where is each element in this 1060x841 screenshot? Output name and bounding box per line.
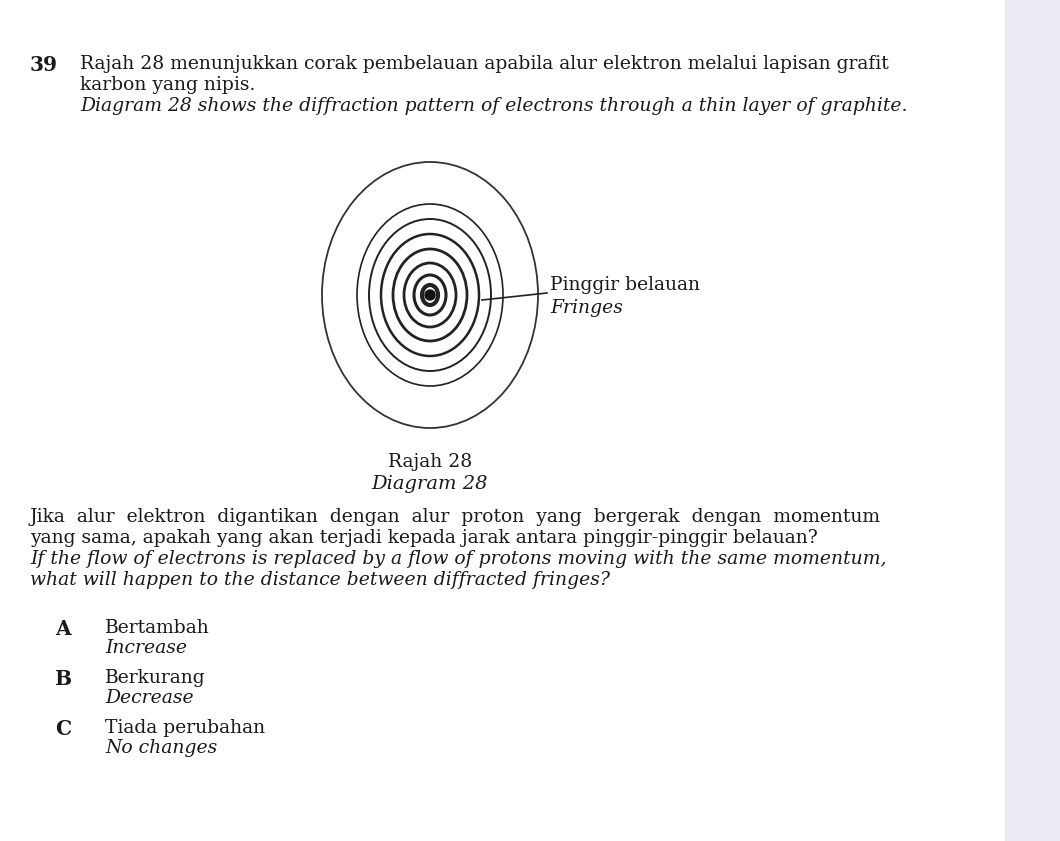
Text: Bertambah: Bertambah [105, 619, 210, 637]
Text: Pinggir belauan: Pinggir belauan [550, 276, 700, 294]
Text: Diagram 28: Diagram 28 [372, 475, 489, 493]
Text: Increase: Increase [105, 639, 187, 657]
Text: Rajah 28: Rajah 28 [388, 453, 472, 471]
Text: Decrease: Decrease [105, 689, 194, 707]
Text: Fringes: Fringes [550, 299, 623, 317]
Text: Jika  alur  elektron  digantikan  dengan  alur  proton  yang  bergerak  dengan  : Jika alur elektron digantikan dengan alu… [30, 508, 881, 526]
Text: yang sama, apakah yang akan terjadi kepada jarak antara pinggir-pinggir belauan?: yang sama, apakah yang akan terjadi kepa… [30, 529, 817, 547]
Text: C: C [55, 719, 71, 739]
Text: B: B [55, 669, 72, 689]
Text: what will happen to the distance between diffracted fringes?: what will happen to the distance between… [30, 571, 609, 589]
Text: A: A [55, 619, 71, 639]
Text: Berkurang: Berkurang [105, 669, 206, 687]
Text: karbon yang nipis.: karbon yang nipis. [80, 76, 255, 94]
Text: If the flow of electrons is replaced by a flow of protons moving with the same m: If the flow of electrons is replaced by … [30, 550, 886, 568]
Text: No changes: No changes [105, 739, 217, 757]
Bar [1005, 0, 1060, 841]
Circle shape [425, 290, 435, 300]
Text: Rajah 28 menunjukkan corak pembelauan apabila alur elektron melalui lapisan graf: Rajah 28 menunjukkan corak pembelauan ap… [80, 55, 888, 73]
Text: Diagram 28 shows the diffraction pattern of electrons through a thin layer of gr: Diagram 28 shows the diffraction pattern… [80, 97, 907, 115]
Ellipse shape [322, 162, 538, 428]
Text: 39: 39 [30, 55, 58, 75]
Text: Tiada perubahan: Tiada perubahan [105, 719, 265, 737]
